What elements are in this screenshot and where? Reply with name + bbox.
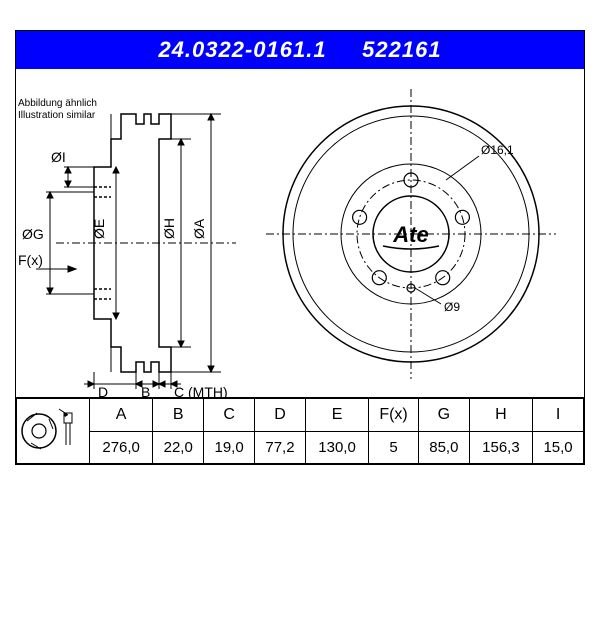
col-E: E (305, 399, 368, 432)
val-E: 130,0 (305, 432, 368, 464)
val-C: 19,0 (204, 432, 255, 464)
table-header-row: A B C D E F(x) G H I (17, 399, 584, 432)
label-B: B (141, 384, 150, 397)
label-D: D (98, 384, 108, 397)
header-bar: 24.0322-0161.1 522161 (16, 31, 584, 69)
val-Fx: 5 (369, 432, 419, 464)
col-G: G (418, 399, 469, 432)
col-D: D (255, 399, 306, 432)
part-number: 24.0322-0161.1 (158, 37, 326, 62)
val-H: 156,3 (469, 432, 532, 464)
label-A: ØA (191, 218, 207, 239)
val-D: 77,2 (255, 432, 306, 464)
col-A: A (90, 399, 153, 432)
disc-icon (19, 403, 79, 459)
col-C: C (204, 399, 255, 432)
technical-drawing: ØI ØG F(x) ØE ØH ØA D B C (MTH) (16, 69, 586, 397)
brand-logo: Ate (392, 222, 428, 247)
val-A: 276,0 (90, 432, 153, 464)
label-H: ØH (161, 218, 177, 239)
label-G: ØG (22, 226, 44, 242)
label-d161: Ø16,1 (481, 143, 514, 157)
label-d9: Ø9 (444, 300, 460, 314)
label-I: ØI (51, 149, 66, 165)
label-Fx: F(x) (18, 252, 43, 268)
col-Fx: F(x) (369, 399, 419, 432)
table-value-row: 276,0 22,0 19,0 77,2 130,0 5 85,0 156,3 … (17, 432, 584, 464)
col-H: H (469, 399, 532, 432)
label-E: ØE (91, 219, 107, 239)
drawing-frame: 24.0322-0161.1 522161 Abbildung ähnlich … (15, 30, 585, 465)
label-C: C (MTH) (174, 384, 228, 397)
val-G: 85,0 (418, 432, 469, 464)
short-code: 522161 (362, 37, 441, 62)
row-icon-cell (17, 399, 90, 464)
val-B: 22,0 (153, 432, 204, 464)
col-I: I (533, 399, 584, 432)
dimension-table: A B C D E F(x) G H I 276,0 22,0 19,0 77,… (16, 397, 584, 464)
val-I: 15,0 (533, 432, 584, 464)
diagram-area: ØI ØG F(x) ØE ØH ØA D B C (MTH) (16, 69, 584, 397)
col-B: B (153, 399, 204, 432)
